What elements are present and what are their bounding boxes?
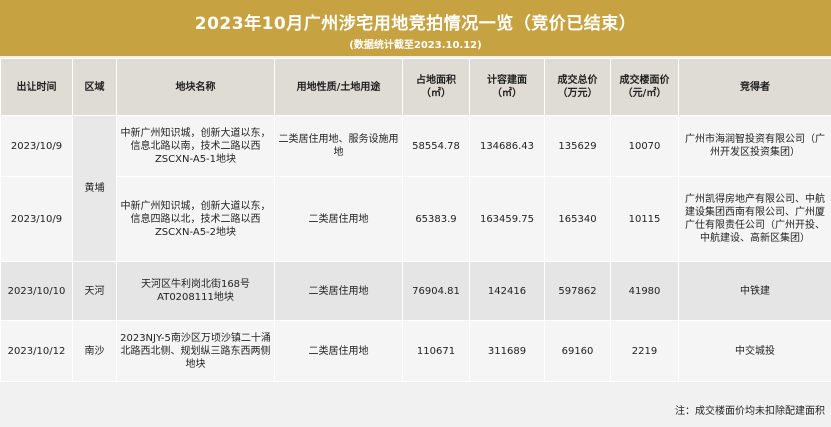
cell-date: 2023/10/10 bbox=[0, 261, 73, 321]
cell-district: 黄埔 bbox=[72, 115, 117, 262]
table-header-row: 出让时间 区域 地块名称 用地性质/土地用途 占地面积 （㎡） 计容建面 （㎡）… bbox=[0, 58, 831, 116]
cell-date: 2023/10/9 bbox=[0, 115, 73, 177]
cell-land-area: 58554.78 bbox=[402, 115, 470, 177]
cell-total-price: 69160 bbox=[544, 320, 611, 382]
cell-land-area: 76904.81 bbox=[402, 261, 470, 321]
auction-table: 出让时间 区域 地块名称 用地性质/土地用途 占地面积 （㎡） 计容建面 （㎡）… bbox=[0, 58, 831, 382]
cell-unit-price: 41980 bbox=[610, 261, 679, 321]
cell-total-price: 135629 bbox=[544, 115, 611, 177]
footnote: 注：成交楼面价均未扣除配建面积 bbox=[675, 406, 825, 417]
col-header-winner: 竞得者 bbox=[678, 58, 831, 116]
cell-land-area: 65383.9 bbox=[402, 176, 470, 262]
cell-winner: 广州市海润智投资有限公司（广州开发区投资集团） bbox=[678, 115, 831, 177]
table-row: 2023/10/9 中新广州知识城，创新大道以东，信息四路以北，技术二路以西ZS… bbox=[0, 176, 831, 262]
col-header-gfa: 计容建面 （㎡） bbox=[469, 58, 545, 116]
cell-unit-price: 10070 bbox=[610, 115, 679, 177]
page-title: 2023年10月广州涉宅用地竞拍情况一览（竞价已结束） bbox=[194, 14, 637, 34]
cell-unit-price: 2219 bbox=[610, 320, 679, 382]
cell-district: 南沙 bbox=[72, 320, 117, 382]
cell-gfa: 311689 bbox=[469, 320, 545, 382]
cell-winner: 中铁建 bbox=[678, 261, 831, 321]
cell-total-price: 597862 bbox=[544, 261, 611, 321]
cell-winner: 中交城投 bbox=[678, 320, 831, 382]
col-header-unit-price: 成交楼面价 （元/㎡） bbox=[610, 58, 679, 116]
cell-use: 二类居住用地、服务设施用地 bbox=[274, 115, 403, 177]
cell-gfa: 163459.75 bbox=[469, 176, 545, 262]
cell-district: 天河 bbox=[72, 261, 117, 321]
cell-use: 二类居住用地 bbox=[274, 320, 403, 382]
cell-total-price: 165340 bbox=[544, 176, 611, 262]
cell-gfa: 134686.43 bbox=[469, 115, 545, 177]
cell-date: 2023/10/12 bbox=[0, 320, 73, 382]
cell-unit-price: 10115 bbox=[610, 176, 679, 262]
table-row: 2023/10/9 黄埔 中新广州知识城，创新大道以东，信息北路以南，技术二路以… bbox=[0, 115, 831, 262]
col-header-total-price: 成交总价 （万元） bbox=[544, 58, 611, 116]
cell-plot: 2023NJY-5南沙区万顷沙镇二十涌北路西北侧、规划纵三路东西两侧地块 bbox=[116, 320, 275, 382]
cell-date: 2023/10/9 bbox=[0, 176, 73, 262]
cell-land-area: 110671 bbox=[402, 320, 470, 382]
table-row: 2023/10/12 南沙 2023NJY-5南沙区万顷沙镇二十涌北路西北侧、规… bbox=[0, 320, 831, 382]
cell-plot: 中新广州知识城，创新大道以东，信息四路以北，技术二路以西ZSCXN-A5-2地块 bbox=[116, 176, 275, 262]
col-header-land-area: 占地面积 （㎡） bbox=[402, 58, 470, 116]
page-subtitle: (数据统计截至2023.10.12) bbox=[349, 40, 482, 51]
cell-use: 二类居住用地 bbox=[274, 176, 403, 262]
cell-use: 二类居住用地 bbox=[274, 261, 403, 321]
title-banner: 2023年10月广州涉宅用地竞拍情况一览（竞价已结束） (数据统计截至2023.… bbox=[0, 0, 831, 56]
cell-plot: 天河区牛利岗北街168号AT0208111地块 bbox=[116, 261, 275, 321]
col-header-plot: 地块名称 bbox=[116, 58, 275, 116]
table-row: 2023/10/10 天河 天河区牛利岗北街168号AT0208111地块 二类… bbox=[0, 261, 831, 321]
col-header-date: 出让时间 bbox=[0, 58, 73, 116]
col-header-district: 区域 bbox=[72, 58, 117, 116]
cell-winner: 广州凯得房地产有限公司、中航建设集团西南有限公司、广州厦广仕有限责任公司（广州开… bbox=[678, 176, 831, 262]
cell-plot: 中新广州知识城，创新大道以东，信息北路以南，技术二路以西ZSCXN-A5-1地块 bbox=[116, 115, 275, 177]
cell-gfa: 142416 bbox=[469, 261, 545, 321]
col-header-use: 用地性质/土地用途 bbox=[274, 58, 403, 116]
